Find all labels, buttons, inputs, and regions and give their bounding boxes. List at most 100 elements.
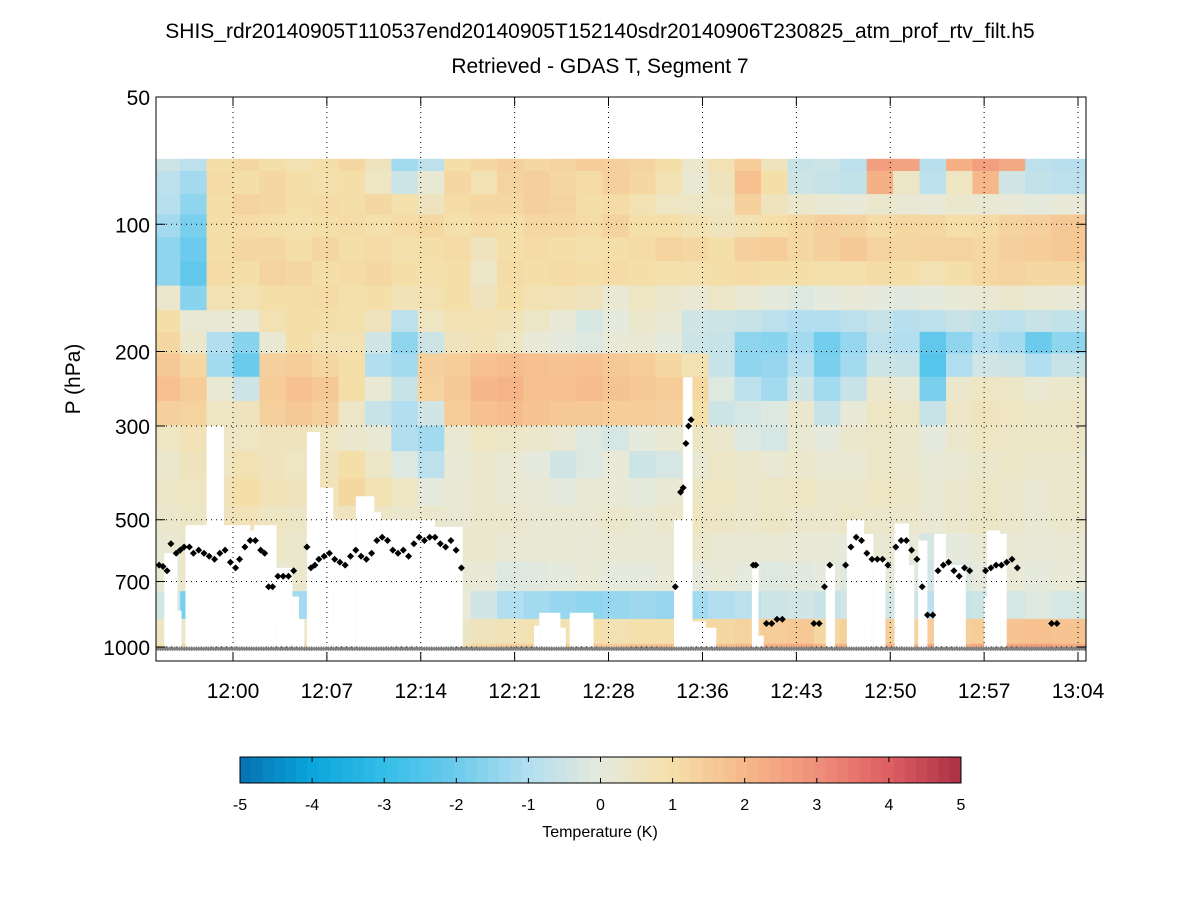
heatmap-cell	[549, 285, 577, 311]
surface-point	[170, 646, 175, 652]
colorbar-tick-label: -3	[377, 797, 391, 814]
heatmap-cell	[1025, 505, 1053, 534]
surface-point	[695, 646, 701, 652]
heatmap-cell	[285, 158, 313, 172]
surface-point	[784, 646, 789, 652]
cloud-top-point	[362, 555, 370, 563]
heatmap-cell	[470, 561, 498, 592]
heatmap-cell	[233, 376, 260, 402]
surface-point	[1012, 646, 1017, 652]
heatmap-cell	[417, 353, 445, 378]
heatmap-cell	[365, 285, 392, 311]
heatmap-cell	[233, 214, 260, 238]
cloud-top-point	[236, 555, 244, 563]
heatmap-cell	[259, 214, 287, 238]
surface-point	[801, 646, 806, 652]
cloud-mask-region	[846, 519, 865, 653]
heatmap-cell	[602, 158, 630, 172]
heatmap-cell	[1025, 401, 1053, 427]
cloud-top-point	[311, 561, 319, 569]
heatmap-cell	[391, 237, 419, 262]
heatmap-cell	[259, 310, 287, 333]
heatmap-cell	[893, 425, 921, 452]
heatmap-cell	[629, 261, 657, 287]
heatmap-cell	[734, 425, 762, 452]
heatmap-cell	[470, 376, 498, 402]
heatmap-cell	[417, 158, 445, 172]
surface-point	[782, 646, 787, 652]
heatmap-cell	[444, 401, 472, 427]
heatmap-cell	[233, 285, 260, 311]
colorbar-tick-label: 1	[668, 797, 677, 814]
surface-point	[823, 646, 828, 652]
heatmap-cell	[787, 591, 815, 620]
colorbar-swatch	[262, 757, 275, 783]
heatmap-cell	[734, 331, 762, 355]
surface-point	[995, 646, 1001, 652]
surface-point	[981, 646, 986, 652]
surface-point	[763, 646, 768, 652]
colorbar-tick-label: 0	[596, 797, 605, 814]
heatmap-cell	[1025, 353, 1053, 378]
heatmap-cell	[602, 353, 630, 378]
y-tick-label: 700	[115, 572, 150, 595]
surface-point	[1075, 646, 1080, 652]
heatmap-cell	[180, 194, 208, 216]
surface-point	[825, 646, 830, 652]
heatmap-cell	[1051, 331, 1086, 355]
heatmap-cell	[893, 376, 921, 402]
heatmap-cell	[338, 158, 366, 172]
heatmap-cell	[1051, 376, 1086, 402]
heatmap-cell	[549, 310, 577, 333]
heatmap-cell	[417, 451, 445, 479]
cloud-mask-region	[534, 625, 540, 653]
heatmap-cell	[655, 285, 683, 311]
surface-point	[719, 646, 725, 652]
surface-point	[657, 646, 662, 652]
surface-point	[1003, 646, 1008, 652]
heatmap-cell	[1051, 261, 1086, 287]
heatmap-cell	[893, 285, 921, 311]
surface-point	[873, 646, 878, 652]
cloud-top-point	[682, 440, 690, 447]
heatmap-cell	[787, 533, 815, 563]
heatmap-cell	[734, 237, 762, 262]
heatmap-cell	[919, 478, 947, 507]
heatmap-cell	[708, 310, 736, 333]
heatmap-cell	[417, 261, 445, 287]
colorbar-swatch	[352, 757, 365, 783]
heatmap-cell	[787, 401, 815, 427]
heatmap-cell	[946, 261, 973, 287]
cloud-top-point	[773, 615, 781, 623]
surface-point	[635, 646, 641, 652]
surface-point	[463, 646, 468, 652]
surface-point	[530, 646, 535, 652]
heatmap-cell	[180, 214, 208, 238]
surface-point	[338, 646, 343, 652]
heatmap-cell	[946, 425, 973, 452]
heatmap-cell	[629, 478, 657, 507]
heatmap-cell	[206, 285, 234, 311]
surface-point	[662, 646, 667, 652]
surface-point	[739, 646, 744, 652]
heatmap-cell	[576, 194, 604, 216]
heatmap-cell	[866, 214, 894, 238]
x-axis-ticks: 12:00 12:07 12:14 12:21 12:28 12:36 12:43 12:50…	[207, 97, 1105, 703]
heatmap-cell	[761, 561, 789, 592]
surface-point	[460, 646, 465, 652]
cloud-top-point	[357, 552, 365, 560]
heatmap-cell	[206, 214, 234, 238]
cloud-top-point	[167, 540, 175, 548]
heatmap-cell	[338, 261, 366, 287]
heatmap-cell	[444, 353, 472, 378]
surface-point	[235, 646, 240, 652]
surface-point	[727, 646, 732, 652]
heatmap-cell	[761, 261, 789, 287]
heatmap-cell	[156, 285, 181, 311]
surface-point	[993, 646, 998, 652]
heatmap-cell	[734, 478, 762, 507]
heatmap-cell	[549, 353, 577, 378]
heatmap-cell	[156, 451, 181, 479]
surface-point	[1022, 646, 1027, 652]
heatmap-cell	[285, 331, 313, 355]
